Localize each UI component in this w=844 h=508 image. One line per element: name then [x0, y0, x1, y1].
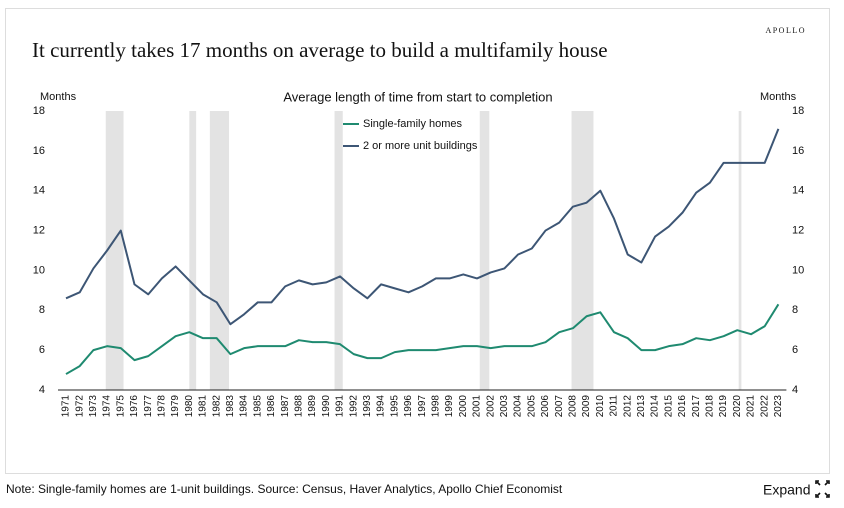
- x-tick-label: 1973: [88, 395, 99, 418]
- legend-label: Single-family homes: [363, 118, 463, 130]
- recession-band: [571, 111, 594, 390]
- y-tick-label: 4: [39, 384, 45, 396]
- x-tick-label: 1979: [170, 395, 181, 418]
- y-tick-label: 10: [33, 264, 45, 276]
- recession-band: [105, 111, 124, 390]
- x-tick-label: 2004: [513, 395, 524, 418]
- x-tick-label: 1984: [239, 395, 250, 418]
- x-tick-label: 2006: [540, 395, 551, 418]
- note: Note: Single-family homes are 1-unit bui…: [6, 482, 563, 496]
- y-tick-label: 16: [33, 145, 45, 157]
- x-tick-label: 2002: [485, 395, 496, 418]
- x-tick-label: 2009: [581, 395, 592, 418]
- x-tick-label: 2000: [458, 395, 469, 418]
- x-tick-label: 1996: [403, 395, 414, 418]
- x-tick-label: 2021: [746, 395, 757, 418]
- expand-icon[interactable]: [815, 480, 830, 498]
- chart-subtitle: Average length of time from start to com…: [283, 89, 552, 104]
- x-tick-label: 1998: [431, 395, 442, 418]
- y2-tick-label: 10: [792, 264, 804, 276]
- x-tick-label: 2011: [609, 395, 620, 417]
- x-tick-label: 2003: [499, 395, 510, 418]
- x-tick-label: 1971: [61, 395, 72, 418]
- x-tick-label: 1995: [389, 395, 400, 418]
- x-tick-label: 2001: [472, 395, 483, 418]
- recession-band: [479, 111, 490, 390]
- chart-card: [5, 8, 830, 474]
- x-tick-label: 1986: [266, 395, 277, 418]
- x-tick-label: 1994: [376, 395, 387, 418]
- x-tick-label: 1975: [115, 395, 126, 418]
- expand-button[interactable]: Expand: [763, 482, 810, 498]
- x-tick-label: 1993: [362, 395, 373, 418]
- x-tick-label: 2008: [568, 395, 579, 418]
- y-tick-label: 12: [33, 224, 45, 236]
- series-line: [65, 303, 780, 375]
- x-tick-label: 2023: [773, 395, 784, 418]
- series-line: [65, 128, 780, 326]
- y2-tick-label: 14: [792, 185, 804, 197]
- x-tick-label: 1997: [417, 395, 428, 418]
- recession-band: [334, 111, 343, 390]
- x-tick-label: 1978: [157, 395, 168, 418]
- recession-band: [189, 111, 197, 390]
- y2-tick-label: 16: [792, 145, 804, 157]
- x-tick-label: 1974: [102, 395, 113, 418]
- y2-tick-label: 4: [792, 384, 798, 396]
- x-tick-label: 2022: [759, 395, 770, 418]
- x-tick-label: 2017: [691, 395, 702, 418]
- y-tick-label: 6: [39, 344, 45, 356]
- y2-tick-label: 6: [792, 344, 798, 356]
- y-tick-label: 14: [33, 185, 45, 197]
- x-tick-label: 2005: [526, 395, 537, 418]
- x-tick-label: 2018: [705, 395, 716, 418]
- x-tick-label: 1980: [184, 395, 195, 418]
- x-tick-label: 1999: [444, 395, 455, 418]
- x-tick-label: 1990: [321, 395, 332, 418]
- legend-label: 2 or more unit buildings: [363, 140, 478, 152]
- x-tick-label: 2015: [663, 395, 674, 418]
- x-tick-label: 2010: [595, 395, 606, 418]
- y2-axis-label: Months: [760, 91, 797, 103]
- x-tick-label: 2014: [650, 395, 661, 418]
- chart-title: It currently takes 17 months on average …: [32, 38, 608, 62]
- y-tick-label: 18: [33, 105, 45, 117]
- x-tick-label: 1992: [348, 395, 359, 418]
- y2-tick-label: 18: [792, 105, 804, 117]
- x-tick-label: 1987: [280, 395, 291, 418]
- x-tick-label: 1981: [198, 395, 209, 418]
- x-tick-label: 2013: [636, 395, 647, 418]
- y2-tick-label: 12: [792, 224, 804, 236]
- x-tick-label: 1988: [294, 395, 305, 418]
- recession-band: [738, 111, 742, 390]
- x-tick-label: 1977: [143, 395, 154, 418]
- x-tick-label: 1985: [252, 395, 263, 418]
- y2-tick-label: 8: [792, 304, 798, 316]
- x-tick-label: 1972: [74, 395, 85, 418]
- x-tick-label: 2012: [622, 395, 633, 418]
- recession-band: [209, 111, 230, 390]
- x-tick-label: 2019: [718, 395, 729, 418]
- y-axis-label: Months: [40, 91, 77, 103]
- brand: APOLLO: [765, 26, 806, 35]
- x-tick-label: 1989: [307, 395, 318, 418]
- x-tick-label: 1982: [211, 395, 222, 418]
- x-tick-label: 1983: [225, 395, 236, 418]
- x-tick-label: 1991: [335, 395, 346, 418]
- x-tick-label: 2007: [554, 395, 565, 418]
- x-tick-label: 2020: [732, 395, 743, 418]
- y-tick-label: 8: [39, 304, 45, 316]
- x-tick-label: 1976: [129, 395, 140, 418]
- x-tick-label: 2016: [677, 395, 688, 418]
